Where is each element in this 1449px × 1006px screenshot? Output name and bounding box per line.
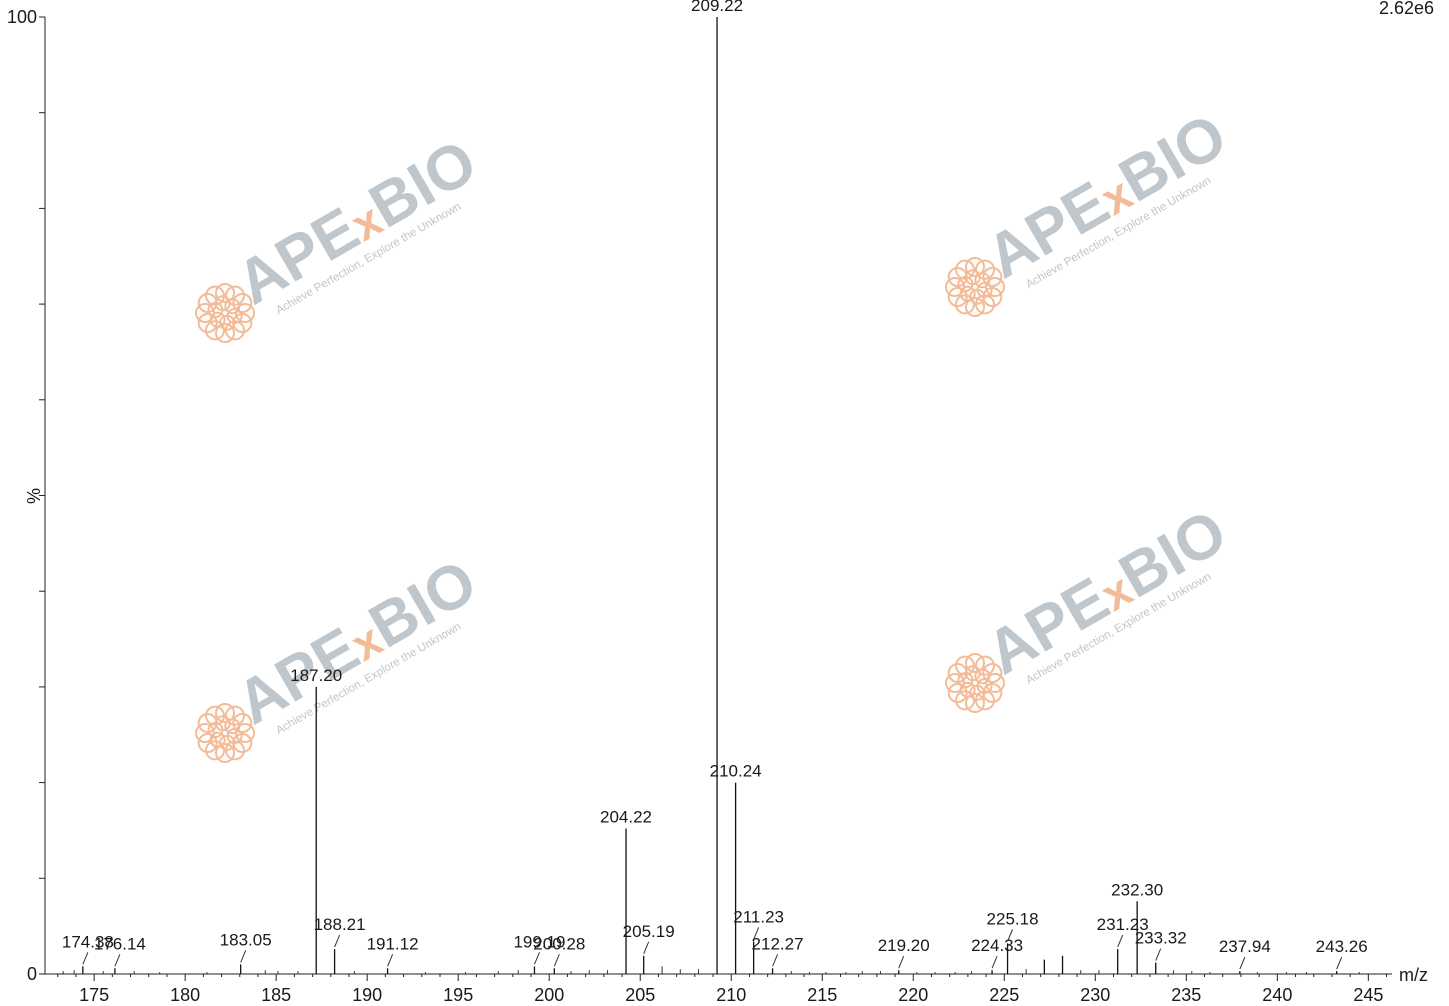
x-axis-label: m/z — [1399, 965, 1428, 985]
x-tick-label: 225 — [989, 985, 1019, 1005]
peak-label: 188.21 — [314, 915, 366, 934]
peak-leader — [387, 954, 394, 967]
y-ticks: 0 100 — [7, 7, 45, 984]
peak-leader — [991, 955, 998, 969]
watermark-brand: APExBIO — [976, 101, 1239, 292]
peak-label: 233.32 — [1135, 929, 1187, 948]
peak-label: 176.14 — [94, 934, 146, 953]
watermark-brand: APExBIO — [976, 497, 1239, 688]
peak-label: 200.28 — [533, 934, 585, 953]
peak-label: 237.94 — [1219, 937, 1271, 956]
flower-logo-icon — [945, 653, 1005, 713]
x-tick-label: 185 — [261, 985, 291, 1005]
x-tick-label: 215 — [807, 985, 837, 1005]
peak-leader — [1239, 956, 1246, 970]
peak-leader — [334, 934, 341, 948]
peak-label: 204.22 — [600, 808, 652, 827]
peak-label: 232.30 — [1111, 880, 1163, 899]
x-tick-label: 245 — [1353, 985, 1383, 1005]
peak-leader — [643, 941, 650, 955]
peak-label: 211.23 — [733, 907, 784, 926]
peak-label: 174.38 — [62, 932, 114, 951]
peak-label: 225.18 — [987, 909, 1039, 928]
peak-label: 209.22 — [691, 0, 743, 15]
x-ticks: 175 180 185 190 195 200 205 210 215 220 225 230 235 2… — [57, 974, 1388, 1005]
x-tick-label: 240 — [1262, 985, 1292, 1005]
x-tick-label: 210 — [716, 985, 746, 1005]
y-tick-label: 100 — [7, 7, 37, 27]
peak-label: 231.23 — [1097, 915, 1149, 934]
peak-label: 205.19 — [623, 922, 675, 941]
watermark-brand: APExBIO — [226, 127, 489, 318]
x-tick-label: 200 — [534, 985, 564, 1005]
x-tick-label: 175 — [79, 985, 109, 1005]
x-tick-label: 220 — [898, 985, 928, 1005]
peak-leader — [553, 954, 560, 967]
x-tick-label: 195 — [443, 985, 473, 1005]
y-axis-label: % — [24, 488, 44, 504]
flower-logo-icon — [195, 703, 255, 763]
watermark-brand: APExBIO — [226, 547, 489, 738]
peak-leader — [534, 952, 540, 965]
peak-leader — [753, 927, 760, 940]
x-tick-label: 180 — [170, 985, 200, 1005]
peak-label: 243.26 — [1316, 937, 1368, 956]
intensity-max-label: 2.62e6 — [1379, 0, 1434, 18]
peak-leader — [898, 955, 905, 969]
x-tick-label: 235 — [1171, 985, 1201, 1005]
x-tick-label: 190 — [352, 985, 382, 1005]
peak-label: 183.05 — [220, 930, 272, 949]
peak-label: 187.20 — [290, 666, 342, 685]
flower-logo-icon — [195, 283, 255, 343]
peak-leader — [1007, 929, 1014, 942]
y-tick-label: 0 — [27, 964, 37, 984]
peak-leader — [1117, 934, 1124, 948]
peak-leader — [114, 954, 121, 967]
x-tick-label: 230 — [1080, 985, 1110, 1005]
peak-label: 191.12 — [367, 934, 419, 953]
peak-leader — [240, 950, 247, 963]
peak-label: 199.19 — [513, 932, 565, 951]
peak-label: 224.33 — [971, 936, 1023, 955]
peak-label: 219.20 — [878, 936, 930, 955]
flower-logo-icon — [945, 257, 1005, 317]
peak-label: 212.27 — [752, 934, 804, 953]
peak-leader — [1155, 948, 1162, 961]
x-tick-label: 205 — [625, 985, 655, 1005]
peak-leader — [1336, 956, 1343, 970]
peak-leader — [82, 952, 89, 965]
peak-label: 210.24 — [710, 762, 762, 781]
peak-leader — [772, 954, 779, 967]
